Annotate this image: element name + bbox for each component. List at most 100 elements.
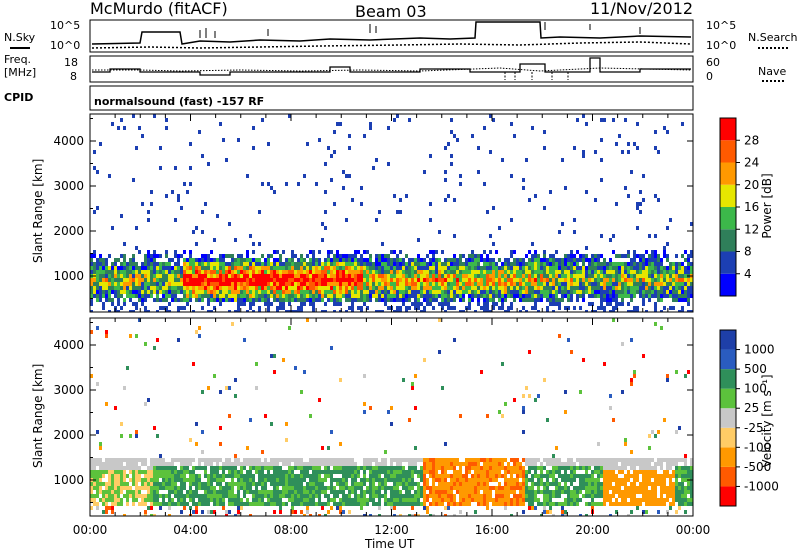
- velocity-cell: [96, 486, 99, 490]
- power-cell: [339, 278, 342, 282]
- velocity-cell: [444, 474, 447, 478]
- velocity-cell: [480, 474, 483, 478]
- velocity-cell: [567, 502, 570, 506]
- power-cell: [639, 266, 642, 270]
- velocity-cell: [210, 478, 213, 482]
- power-cell: [498, 306, 501, 310]
- power-cell: [156, 266, 159, 270]
- velocity-cell: [456, 502, 459, 506]
- power-cell: [564, 274, 567, 278]
- power-cell: [189, 286, 192, 290]
- power-cell: [582, 262, 585, 266]
- velocity-cell: [150, 498, 153, 502]
- velocity-cell: [495, 470, 498, 474]
- power-cell: [639, 274, 642, 278]
- power-cell: [387, 258, 390, 262]
- power-cell: [552, 258, 555, 262]
- velocity-cell: [264, 474, 267, 478]
- power-cell: [201, 210, 204, 214]
- velocity-cell: [600, 474, 603, 478]
- power-cell: [234, 290, 237, 294]
- power-cell: [264, 302, 267, 306]
- power-cell: [234, 262, 237, 266]
- velocity-cell: [348, 494, 351, 498]
- power-cell: [432, 250, 435, 254]
- velocity-cell: [237, 502, 240, 506]
- velocity-cell: [504, 498, 507, 502]
- power-cell: [96, 298, 99, 302]
- power-cell: [633, 270, 636, 274]
- velocity-cell: [441, 470, 444, 474]
- power-cell: [504, 310, 507, 312]
- power-cell: [333, 290, 336, 294]
- power-cell: [633, 142, 636, 146]
- velocity-cell: [543, 494, 546, 498]
- power-cell: [396, 262, 399, 266]
- power-cell: [279, 266, 282, 270]
- velocity-cell: [201, 502, 204, 506]
- velocity-cell: [507, 502, 510, 506]
- velocity-cell: [363, 490, 366, 494]
- velocity-cell: [465, 462, 468, 466]
- power-cell: [252, 146, 255, 150]
- velocity-cell: [528, 490, 531, 494]
- velocity-cell: [120, 478, 123, 482]
- power-cell: [471, 270, 474, 274]
- velocity-cell: [369, 406, 372, 410]
- velocity-cell: [210, 482, 213, 486]
- power-cell: [339, 298, 342, 302]
- velocity-cell: [456, 470, 459, 474]
- velocity-cell: [579, 482, 582, 486]
- velocity-cell: [468, 458, 471, 462]
- velocity-cell: [297, 466, 300, 470]
- velocity-cell: [363, 478, 366, 482]
- velocity-cell: [279, 458, 282, 462]
- velocity-cell: [306, 510, 309, 514]
- power-cell: [399, 294, 402, 298]
- velocity-cell: [195, 442, 198, 446]
- velocity-cell: [291, 478, 294, 482]
- power-cell: [510, 274, 513, 278]
- power-cell: [495, 302, 498, 306]
- velocity-cell: [153, 482, 156, 486]
- velocity-cell: [228, 490, 231, 494]
- power-cell: [333, 286, 336, 290]
- velocity-cell: [342, 498, 345, 502]
- velocity-cell: [219, 474, 222, 478]
- velocity-cell: [252, 466, 255, 470]
- velocity-cell: [558, 334, 561, 338]
- power-cell: [189, 266, 192, 270]
- power-cell: [675, 254, 678, 258]
- velocity-cell: [558, 490, 561, 494]
- power-cell: [594, 258, 597, 262]
- velocity-cell: [567, 462, 570, 466]
- velocity-cell: [564, 510, 567, 514]
- power-cell: [489, 258, 492, 262]
- power-cell: [558, 270, 561, 274]
- velocity-cell: [447, 474, 450, 478]
- velocity-cell: [282, 470, 285, 474]
- power-cell: [111, 270, 114, 274]
- power-cell: [564, 262, 567, 266]
- velocity-cell: [399, 514, 402, 516]
- power-cell: [375, 158, 378, 162]
- power-cell: [654, 302, 657, 306]
- power-cell: [645, 286, 648, 290]
- power-cell: [375, 278, 378, 282]
- velocity-cell: [267, 490, 270, 494]
- power-cell: [588, 282, 591, 286]
- velocity-cell: [141, 462, 144, 466]
- power-cell: [495, 274, 498, 278]
- power-cell: [180, 290, 183, 294]
- power-cell: [501, 290, 504, 294]
- power-cell: [273, 298, 276, 302]
- power-cell: [345, 294, 348, 298]
- velocity-cell: [153, 498, 156, 502]
- power-cell: [237, 282, 240, 286]
- power-cell: [426, 278, 429, 282]
- power-cell: [654, 250, 657, 254]
- velocity-cell: [498, 502, 501, 506]
- velocity-cell: [216, 466, 219, 470]
- power-cell: [522, 270, 525, 274]
